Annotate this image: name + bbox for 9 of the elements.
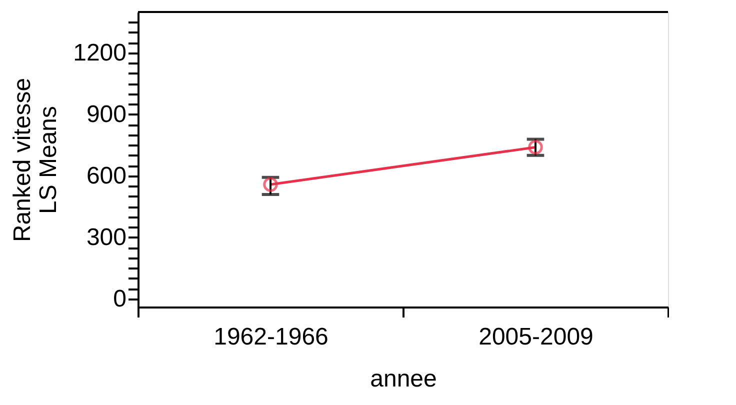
x-axis-title: annee <box>370 366 437 392</box>
y-tick-label: 300 <box>86 224 126 251</box>
y-tick-label: 0 <box>113 285 126 312</box>
y-axis-title: Ranked vitesse LS Means <box>9 78 62 242</box>
y-tick-label: 600 <box>86 162 126 190</box>
y-tick-label: 1200 <box>73 39 126 66</box>
y-tick-label: 900 <box>86 100 126 128</box>
x-tick-label: 1962-1966 <box>214 324 328 350</box>
x-tick-label: 2005-2009 <box>478 324 594 350</box>
